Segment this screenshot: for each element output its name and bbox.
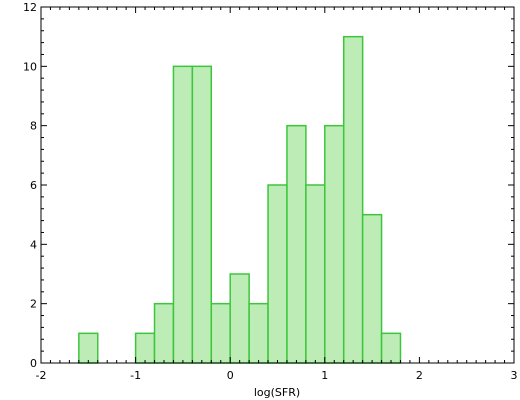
histogram-bar	[153, 302, 175, 364]
x-axis-title: log(SFR)	[254, 386, 300, 399]
x-tick-label: 2	[416, 369, 423, 382]
histogram-bar	[286, 124, 307, 364]
histogram-bar	[380, 332, 402, 364]
x-tick-label: 3	[511, 369, 518, 382]
histogram-bar	[342, 35, 364, 364]
histogram-bar	[191, 65, 213, 364]
histogram-bar	[134, 332, 156, 364]
histogram-bar	[78, 332, 99, 364]
y-tick-label: 4	[30, 238, 37, 251]
x-tick-label: 1	[321, 369, 328, 382]
histogram-bar	[248, 302, 269, 364]
histogram-bar	[267, 184, 288, 364]
x-tick-label: -2	[36, 369, 47, 382]
y-tick-label: 8	[30, 120, 37, 133]
histogram-bar	[172, 65, 194, 364]
y-tick-label: 2	[30, 298, 37, 311]
y-tick-label: 12	[23, 1, 37, 14]
histogram-bar	[361, 213, 383, 364]
histogram-bar	[229, 273, 250, 364]
x-tick-label: -1	[130, 369, 141, 382]
y-tick-label: 6	[30, 179, 37, 192]
histogram-bar	[210, 302, 231, 364]
y-tick-label: 0	[30, 357, 37, 370]
x-tick-label: 0	[227, 369, 234, 382]
histogram-bar	[305, 184, 326, 364]
histogram-bar	[324, 124, 345, 364]
y-tick-label: 10	[23, 60, 37, 73]
plot-frame	[40, 6, 515, 364]
